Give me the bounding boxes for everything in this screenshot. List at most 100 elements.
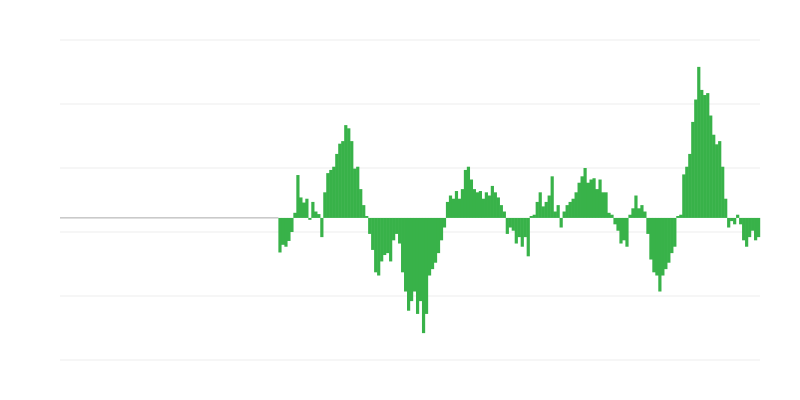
bar xyxy=(293,212,297,218)
bar xyxy=(392,217,396,241)
bar xyxy=(526,217,530,257)
bar xyxy=(311,201,315,218)
bar xyxy=(559,217,563,228)
bar xyxy=(583,168,587,218)
bar xyxy=(529,216,533,218)
bar xyxy=(700,89,704,218)
bar xyxy=(586,182,590,218)
bar xyxy=(377,217,381,276)
bar xyxy=(514,217,518,244)
bar xyxy=(383,217,387,256)
bar xyxy=(374,217,378,273)
bar xyxy=(326,173,330,218)
bar xyxy=(646,217,650,234)
bar xyxy=(535,201,539,218)
bar xyxy=(415,217,420,314)
bar xyxy=(670,217,674,254)
bar xyxy=(436,217,441,254)
bar xyxy=(742,217,746,241)
bar xyxy=(511,217,515,231)
bar xyxy=(442,217,447,228)
bar xyxy=(622,217,626,241)
bar xyxy=(281,217,285,245)
bar xyxy=(703,95,707,218)
bar xyxy=(323,192,327,218)
bar xyxy=(418,217,423,302)
bar xyxy=(347,128,351,218)
bar xyxy=(424,217,429,314)
bar xyxy=(466,166,471,218)
bar xyxy=(365,216,369,218)
bar xyxy=(412,217,417,292)
bar xyxy=(553,211,557,218)
bar xyxy=(454,191,459,218)
bar xyxy=(481,198,485,218)
bar xyxy=(305,198,309,218)
bar xyxy=(625,217,629,247)
bar xyxy=(395,217,399,234)
bar xyxy=(386,217,390,254)
bar xyxy=(451,198,456,218)
bar xyxy=(472,189,477,218)
bar xyxy=(407,217,411,311)
bar xyxy=(643,211,647,218)
bar xyxy=(475,192,480,218)
bar xyxy=(610,214,614,218)
bar xyxy=(712,134,716,218)
bar xyxy=(410,217,414,302)
bar xyxy=(616,217,620,231)
bar xyxy=(350,141,354,218)
bar xyxy=(314,211,318,218)
bar xyxy=(568,201,572,218)
bar xyxy=(317,214,321,218)
bar xyxy=(421,217,426,334)
bar xyxy=(538,192,542,218)
bar xyxy=(427,217,432,276)
bar xyxy=(640,205,644,218)
bar xyxy=(404,217,408,292)
bar xyxy=(661,217,665,276)
bar xyxy=(487,195,491,218)
bar xyxy=(484,192,488,218)
bar xyxy=(457,198,462,218)
bar xyxy=(356,166,360,218)
bar xyxy=(502,211,506,218)
bar xyxy=(547,195,551,218)
bar xyxy=(652,217,656,273)
bar xyxy=(439,217,444,241)
bar xyxy=(448,195,453,218)
bar xyxy=(649,217,653,260)
bar xyxy=(469,179,474,218)
bar xyxy=(302,202,306,218)
bar xyxy=(401,217,405,273)
bar xyxy=(445,201,450,218)
bar xyxy=(715,144,719,218)
bar xyxy=(727,217,731,228)
bar xyxy=(430,217,435,270)
bar xyxy=(344,125,348,218)
bar xyxy=(338,143,342,218)
bar xyxy=(598,179,602,218)
gridlines xyxy=(60,39,760,361)
bar xyxy=(460,189,465,218)
bar xyxy=(664,217,668,270)
bar xyxy=(532,214,536,218)
bar xyxy=(613,217,617,225)
bar xyxy=(574,192,578,218)
bar xyxy=(694,99,698,218)
bar xyxy=(490,185,494,218)
bar xyxy=(634,195,638,218)
bar xyxy=(757,217,761,238)
bar xyxy=(368,217,372,234)
bar xyxy=(505,217,509,234)
bar xyxy=(685,166,689,218)
bar xyxy=(380,217,384,262)
bar xyxy=(682,174,686,218)
bar xyxy=(691,121,695,218)
bar xyxy=(308,217,312,220)
bar xyxy=(398,217,402,244)
bar xyxy=(433,217,438,263)
bar xyxy=(733,217,737,225)
bar xyxy=(287,217,291,241)
bar xyxy=(550,176,554,218)
